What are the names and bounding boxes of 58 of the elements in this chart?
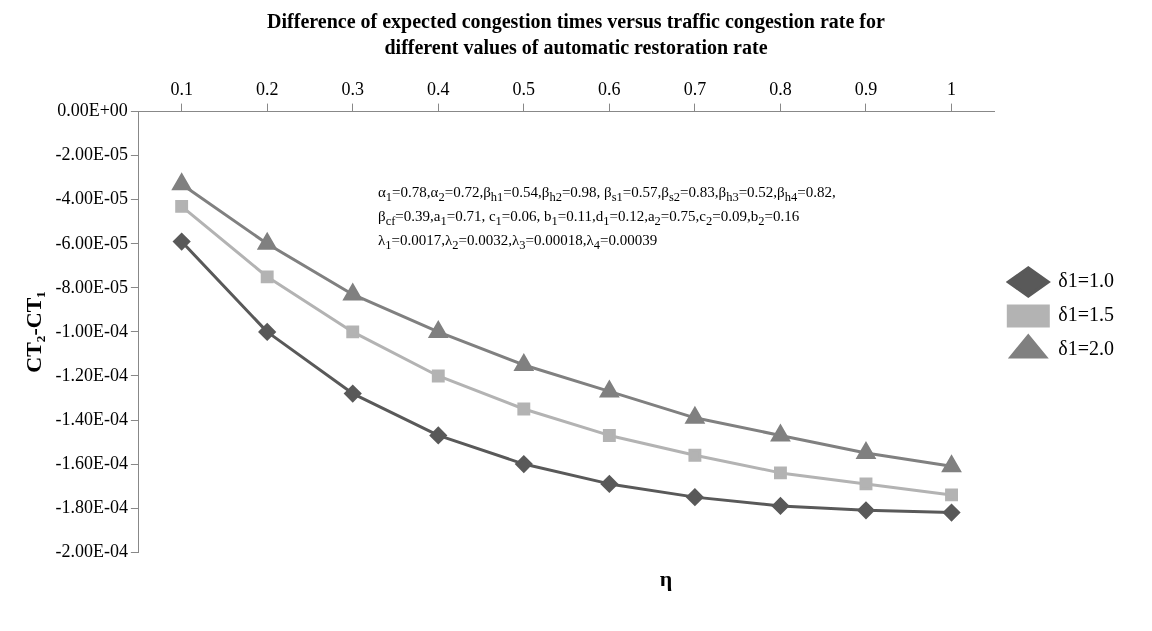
y-tick-label: -2.00E-04 <box>55 540 128 561</box>
x-tick-label: 0.2 <box>255 78 279 99</box>
point <box>771 424 790 442</box>
point <box>173 233 191 251</box>
legend-label: δ1=2.0 <box>1058 337 1114 360</box>
chart-title: Difference of expected congestion times versus traffic congestion rate for different values of automatic restoration rate <box>266 9 886 60</box>
legend-label: δ1=1.5 <box>1058 303 1114 326</box>
point <box>857 501 875 519</box>
y-tick-label: -1.00E-04 <box>55 320 128 341</box>
point <box>344 385 362 403</box>
point <box>773 466 787 480</box>
point <box>943 504 961 522</box>
y-tick-label: -4.00E-05 <box>55 188 128 209</box>
point <box>428 321 448 338</box>
y-tick-label: -6.00E-05 <box>55 232 128 253</box>
y-tick-label: -1.80E-04 <box>55 496 128 517</box>
point <box>686 488 704 506</box>
y-tick-label: 0.00E+00 <box>57 100 128 121</box>
point <box>602 428 616 442</box>
point <box>942 455 961 473</box>
point <box>346 325 360 339</box>
x-tick-label: 0.1 <box>170 78 193 99</box>
point <box>260 270 274 284</box>
point <box>431 369 445 383</box>
point <box>517 402 531 416</box>
point <box>257 233 277 250</box>
y-tick-label: -2.00E-05 <box>55 144 128 165</box>
y-tick-label: -1.20E-04 <box>55 364 128 385</box>
y-tick-label: -8.00E-05 <box>55 276 128 297</box>
parameter-note: α$_{1}$=0.78,α$_{2}$=0.72,β$_{h1}$=0.54,β$_{h2}$=0.98, β$_{s1}$=0.57,β$_{s2}$=0.83,β$_{h3}$=0.52,β$_{h4}$=0.82, β$_{cf}$=0.39,a$_{1}$=0.71, c$_{1}$=0.06, b$_{1}$=0.11,d$_{1}$=0.12,a$_{2}$=0.75,c$_{2}$=0.09,b$_{2}$=0.16 λ$_{1}$=0.0017,λ$_{2}$=0.0032,λ$_{3}$=0.00018,λ$_{4}$=0.00039 <box>378 183 836 254</box>
x-axis-title: η <box>658 566 674 592</box>
point <box>771 497 789 515</box>
legend-label: δ1=1.0 <box>1058 269 1114 292</box>
point <box>859 477 873 491</box>
point <box>600 475 618 493</box>
point <box>685 407 705 424</box>
x-tick-label: 0.5 <box>512 78 536 99</box>
x-tick-label: 0.7 <box>683 78 707 99</box>
x-tick-label: 1 <box>947 78 957 99</box>
point <box>688 448 702 462</box>
point <box>600 380 619 398</box>
point <box>258 323 276 341</box>
point <box>172 173 191 191</box>
point <box>343 283 363 301</box>
point <box>856 442 876 460</box>
point <box>515 455 533 473</box>
x-tick-label: 0.8 <box>769 78 792 99</box>
point <box>514 354 534 371</box>
x-tick-label: 0.4 <box>427 78 450 99</box>
y-tick-label: -1.60E-04 <box>55 452 128 473</box>
x-tick-label: 0.3 <box>341 78 364 99</box>
point <box>429 426 447 444</box>
y-tick-label: -1.40E-04 <box>55 408 128 429</box>
point <box>175 199 189 213</box>
y-axis-title: CT₂-CT₁ <box>20 291 46 373</box>
x-tick-label: 0.6 <box>598 78 621 99</box>
x-tick-label: 0.9 <box>854 78 878 99</box>
point <box>945 488 958 502</box>
